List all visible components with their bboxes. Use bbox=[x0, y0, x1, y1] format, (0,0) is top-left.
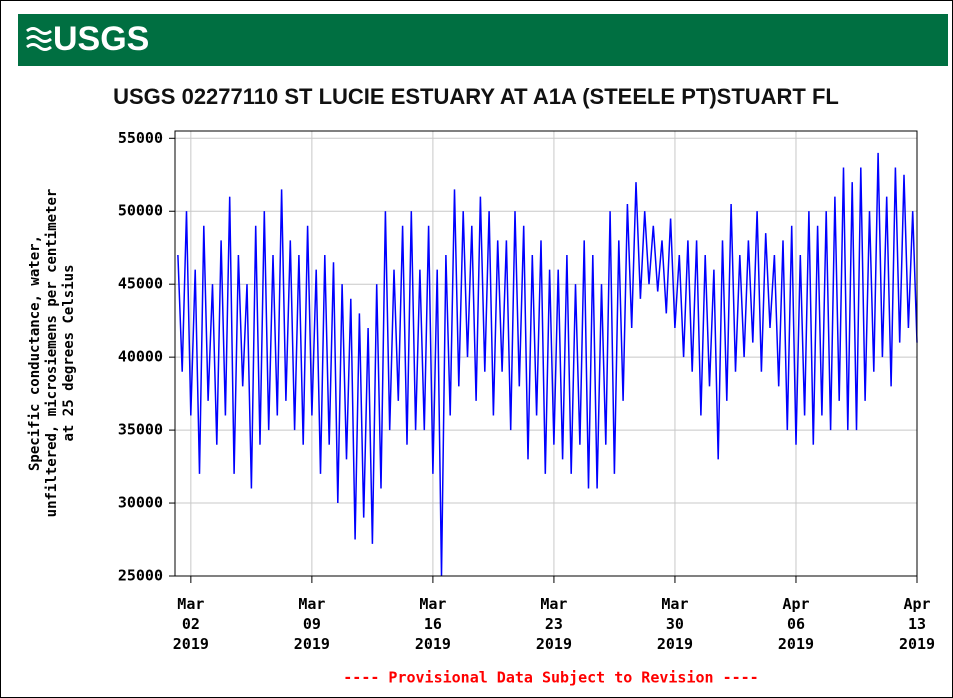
logo-icon bbox=[26, 27, 52, 51]
chart-title: USGS 02277110 ST LUCIE ESTUARY AT A1A (S… bbox=[113, 84, 839, 109]
y-axis-label: Specific conductance, water, bbox=[27, 235, 43, 471]
y-tick-label: 25000 bbox=[118, 567, 163, 585]
x-tick-label: Apr 13 2019 bbox=[898, 595, 936, 653]
x-tick-label: Mar 09 2019 bbox=[293, 595, 330, 653]
data-line bbox=[177, 152, 918, 577]
y-tick-label: 30000 bbox=[118, 494, 163, 512]
y-axis-label: at 25 degrees Celsius bbox=[61, 264, 77, 441]
plot-area bbox=[175, 131, 917, 576]
x-tick-label: Mar 30 2019 bbox=[656, 595, 693, 653]
y-axis-label: unfiltered, microsiemens per centimeter bbox=[44, 189, 60, 518]
x-tick-label: Apr 06 2019 bbox=[777, 595, 815, 653]
y-tick-label: 45000 bbox=[118, 275, 163, 293]
y-tick-label: 55000 bbox=[118, 129, 163, 147]
y-tick-label: 50000 bbox=[118, 202, 163, 220]
header-bar bbox=[18, 14, 948, 66]
x-tick-label: Mar 16 2019 bbox=[414, 595, 451, 653]
x-tick-label: Mar 23 2019 bbox=[535, 595, 572, 653]
y-tick-label: 40000 bbox=[118, 348, 163, 366]
x-tick-label: Mar 02 2019 bbox=[172, 595, 209, 653]
plot-frame bbox=[174, 130, 918, 577]
y-tick-label: 35000 bbox=[118, 421, 163, 439]
logo-text: USGS bbox=[53, 20, 149, 58]
note: ---- Provisional Data Subject to Revisio… bbox=[343, 669, 758, 687]
